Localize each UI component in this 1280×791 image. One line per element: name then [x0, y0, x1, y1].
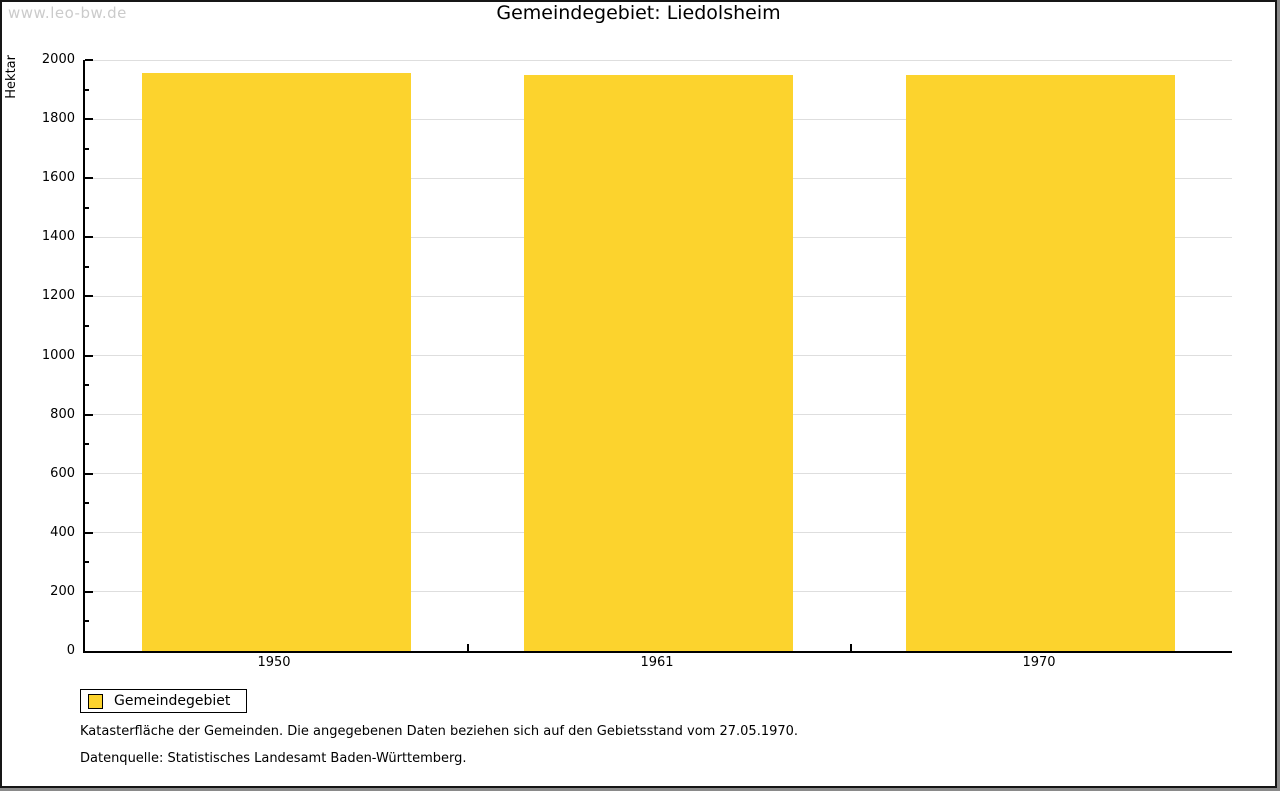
y-minor-tick [85, 502, 89, 505]
legend: Gemeindegebiet [80, 689, 248, 713]
y-axis-line [83, 60, 85, 653]
x-tick-label: 1970 [1022, 655, 1056, 670]
y-major-tick [85, 59, 93, 61]
y-minor-tick [85, 88, 89, 91]
legend-swatch [88, 693, 103, 709]
y-minor-tick [85, 384, 89, 387]
y-major-tick [85, 295, 93, 298]
y-tick-label: 2000 [41, 52, 75, 67]
y-tick-label: 200 [50, 583, 75, 599]
y-minor-tick [85, 620, 89, 623]
x-tick-label: 1961 [640, 655, 674, 670]
y-major-tick [85, 177, 93, 180]
x-tick-label: 1950 [257, 655, 291, 670]
y-major-tick [85, 118, 93, 121]
category-boundary-tick [850, 644, 852, 651]
category-boundary-tick [467, 644, 469, 651]
y-major-tick [85, 236, 93, 239]
plot-area [85, 59, 1232, 651]
bar-1950 [142, 73, 411, 651]
y-minor-tick [85, 324, 89, 327]
y-tick-label: 1200 [41, 288, 75, 304]
chart-title: Gemeindegebiet: Liedolsheim [496, 2, 781, 24]
x-axis-line [83, 651, 1232, 653]
y-minor-tick [85, 147, 89, 150]
y-tick-label: 0 [66, 643, 75, 658]
y-tick-label: 600 [50, 465, 75, 481]
footnote-description: Katasterfläche der Gemeinden. Die angege… [80, 724, 799, 739]
y-major-tick [85, 354, 93, 357]
footnote-source: Datenquelle: Statistisches Landesamt Bad… [80, 751, 467, 766]
y-tick-label: 1400 [41, 229, 75, 245]
y-minor-tick [85, 206, 89, 209]
y-tick-label: 400 [50, 524, 75, 540]
y-minor-tick [85, 265, 89, 268]
bar-1970 [906, 75, 1175, 651]
y-tick-label: 1800 [41, 111, 75, 127]
y-major-tick [85, 531, 93, 534]
y-minor-tick [85, 561, 89, 564]
watermark: www.leo-bw.de [8, 4, 127, 22]
y-major-tick [85, 413, 93, 416]
y-tick-label: 800 [50, 406, 75, 422]
gridline [85, 59, 1232, 61]
legend-label: Gemeindegebiet [114, 693, 231, 709]
y-tick-label: 1600 [41, 170, 75, 186]
y-tick-label: 1000 [41, 347, 75, 363]
y-major-tick [85, 590, 93, 593]
bar-1961 [524, 75, 793, 651]
y-major-tick [85, 472, 93, 475]
y-minor-tick [85, 443, 89, 446]
